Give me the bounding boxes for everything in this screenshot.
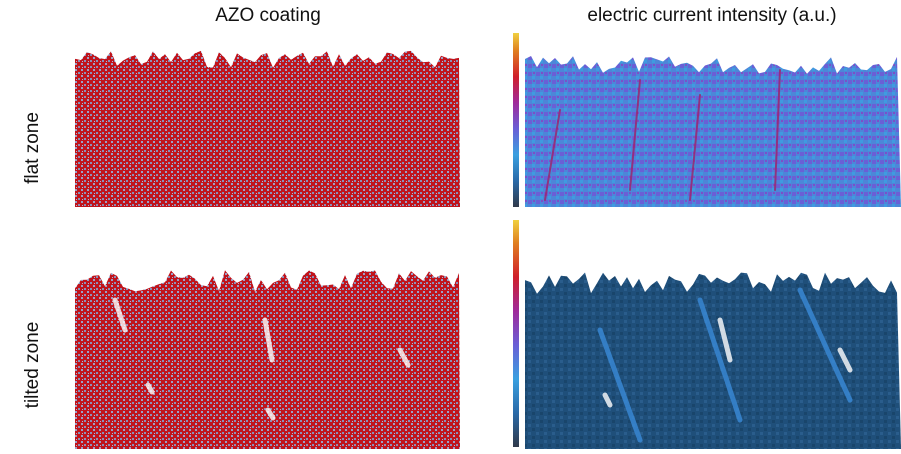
azo-flat-panel xyxy=(75,51,460,207)
figure: AZO coating electric current intensity (… xyxy=(0,0,901,449)
current-flat-panel xyxy=(525,56,901,207)
colorbar xyxy=(513,220,519,447)
void xyxy=(148,385,152,392)
page: AZO coating electric current intensity (… xyxy=(0,0,901,449)
row-label: flat zone xyxy=(22,112,43,184)
row-label: tilted zone xyxy=(22,322,43,409)
colorbar xyxy=(513,33,519,207)
column-title: AZO coating xyxy=(215,5,321,26)
azo-tilted-panel xyxy=(75,270,460,449)
column-title: electric current intensity (a.u.) xyxy=(587,5,836,26)
